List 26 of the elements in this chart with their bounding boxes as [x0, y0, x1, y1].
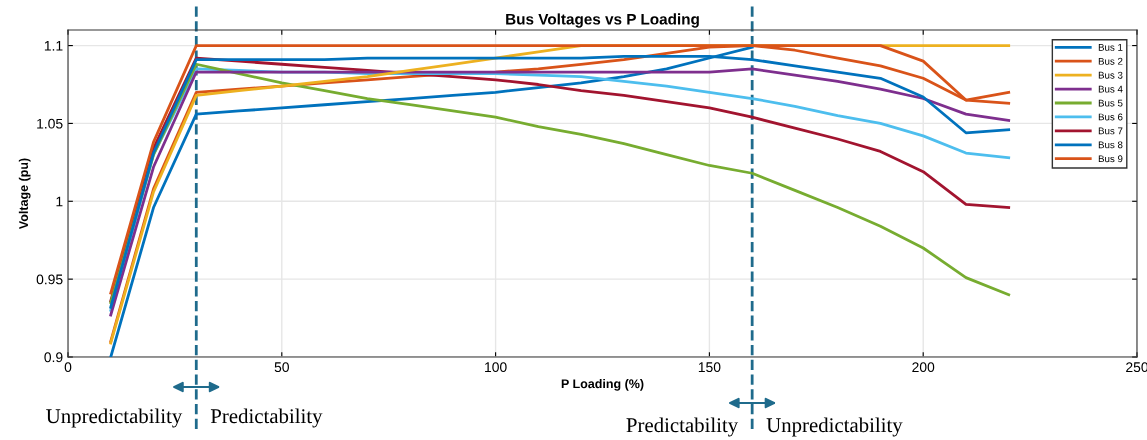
- y-tick-label: 0.95: [36, 274, 63, 285]
- legend-label: Bus 1: [1098, 44, 1123, 51]
- legend-label: Bus 2: [1098, 57, 1123, 65]
- x-tick-label: 100: [485, 362, 507, 373]
- legend-label: Bus 5: [1098, 99, 1123, 107]
- text: Predictability: [210, 408, 323, 428]
- y-tick-label: 1.05: [37, 118, 63, 129]
- x-tick-label: 0: [64, 362, 72, 373]
- legend-label: Bus 9: [1098, 155, 1123, 163]
- y-tick-label: 1.1: [44, 41, 63, 51]
- x-tick-label: 150: [698, 362, 721, 373]
- x-axis-title: P Loading (%): [561, 378, 644, 391]
- legend-label: Bus 3: [1098, 71, 1123, 79]
- y-tick-label: 0.9: [44, 352, 63, 363]
- y-axis-title: Voltage (pu): [18, 158, 31, 230]
- legend-label: Bus 6: [1098, 113, 1123, 121]
- legend-label: Bus 8: [1098, 141, 1123, 149]
- chart-title: Bus Voltages vs P Loading: [506, 13, 699, 28]
- text: Unpredictability: [766, 417, 903, 437]
- text: Unpredictability: [46, 408, 183, 428]
- x-tick-label: 200: [912, 362, 935, 373]
- x-tick-label: 50: [274, 362, 289, 373]
- legend-label: Bus 4: [1098, 85, 1123, 93]
- text: Predictability: [626, 417, 739, 437]
- y-tick-label: 1: [56, 196, 63, 207]
- legend-label: Bus 7: [1098, 127, 1123, 135]
